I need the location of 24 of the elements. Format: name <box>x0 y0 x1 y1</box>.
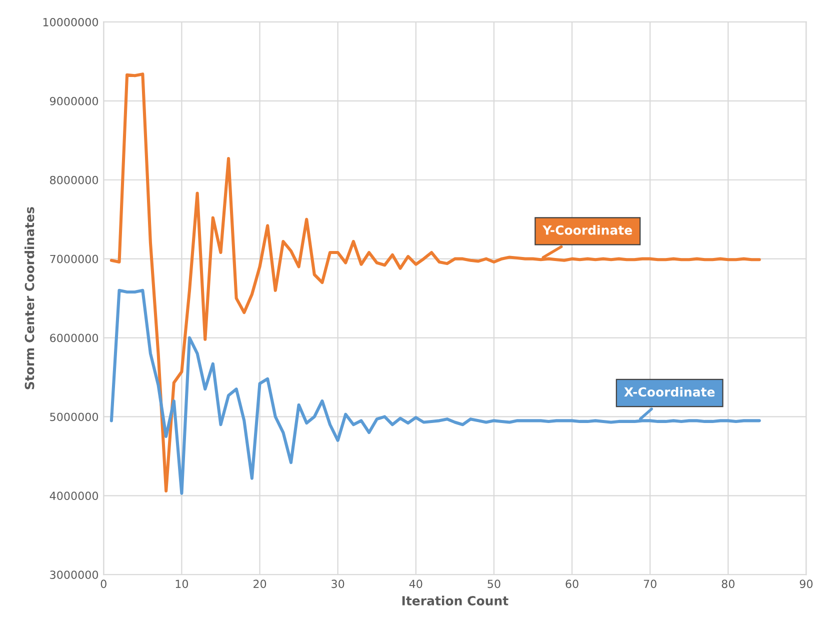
y-tick-label: 6000000 <box>50 334 98 342</box>
x-tick-label: 0 <box>100 580 106 588</box>
x-tick-label: 10 <box>176 580 188 588</box>
y-tick-label: 10000000 <box>43 18 98 26</box>
x-tick-label: 70 <box>644 580 656 588</box>
annotation: X-Coordinate <box>624 386 715 397</box>
y-tick-label: 9000000 <box>50 96 98 106</box>
x-tick-label: 60 <box>566 580 578 588</box>
x-tick-label: 90 <box>800 580 813 588</box>
x-tick-label: 40 <box>409 580 422 588</box>
y-tick-label: 4000000 <box>50 492 98 500</box>
y-tick-label: 8000000 <box>50 176 98 184</box>
x-tick-label: 50 <box>488 580 500 588</box>
x-tick-label: 20 <box>254 580 266 588</box>
line-series <box>110 72 761 492</box>
y-tick-label: 7000000 <box>50 254 98 264</box>
y-tick-label: 3000000 <box>50 570 98 579</box>
x-axis-title: Iteration Count <box>402 596 508 606</box>
annotation: Y-Coordinate <box>542 225 632 235</box>
line-series <box>110 288 761 495</box>
x-tick-label: 30 <box>332 580 344 588</box>
y-axis-title: Storm Center Coordinates <box>24 207 34 390</box>
y-tick-label: 5000000 <box>50 412 98 422</box>
x-tick-label: 80 <box>722 580 734 588</box>
